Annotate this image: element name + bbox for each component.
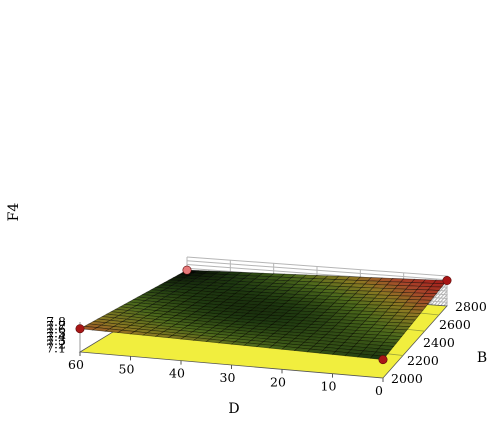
- x-tick-label: 30: [220, 370, 236, 385]
- z-tick-label: 7.2: [46, 337, 66, 352]
- y-tick-label: 2400: [423, 335, 455, 350]
- z-tick-label: 7.5: [46, 325, 66, 340]
- y-tick-label: 2000: [391, 371, 423, 386]
- x-tick-label: 20: [270, 374, 286, 389]
- z-tick-label: 7.1: [46, 340, 66, 355]
- design-point: [442, 275, 452, 285]
- z-tick-label: 7.3: [46, 333, 66, 348]
- axis-labels: 7.17.27.37.47.57.67.77.8 60 50 40 30 20 10 0 200…: [6, 203, 487, 417]
- y-tick-label: 2600: [439, 317, 471, 332]
- y-tick-label: 2800: [455, 299, 487, 314]
- z-tick-label: 7.6: [46, 322, 66, 337]
- z-tick-label: 7.7: [46, 318, 66, 333]
- y-tick-label: 2200: [407, 353, 439, 368]
- design-point: [182, 265, 192, 275]
- response-surface: [79, 269, 448, 360]
- design-point: [75, 324, 85, 334]
- y-axis-title: B: [477, 350, 487, 366]
- x-tick-label: 10: [321, 379, 337, 394]
- z-tick-label: 7.8: [46, 314, 66, 329]
- x-tick-label: 0: [375, 383, 383, 398]
- z-tick-label: 7.4: [46, 329, 66, 344]
- design-points: [75, 265, 452, 365]
- x-tick-label: 50: [119, 361, 135, 376]
- design-point: [378, 355, 388, 365]
- x-tick-label: 60: [68, 357, 84, 372]
- x-tick-label: 40: [169, 366, 185, 381]
- z-axis-title: F4: [6, 203, 22, 222]
- x-axis-title: D: [228, 401, 239, 417]
